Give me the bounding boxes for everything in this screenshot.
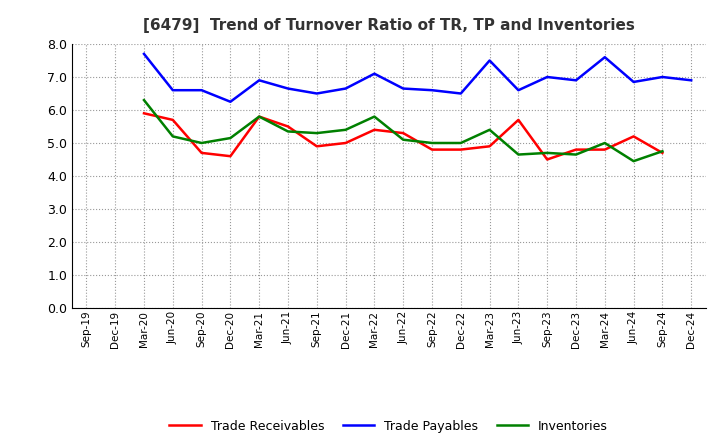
Trade Payables: [600, 55, 609, 60]
Trade Payables: [456, 91, 465, 96]
Trade Receivables: [658, 150, 667, 156]
Trade Payables: [370, 71, 379, 76]
Trade Payables: [399, 86, 408, 91]
Trade Receivables: [284, 124, 292, 129]
Trade Payables: [543, 74, 552, 80]
Trade Payables: [629, 79, 638, 84]
Inventories: [284, 129, 292, 134]
Trade Receivables: [572, 147, 580, 152]
Trade Payables: [255, 77, 264, 83]
Trade Payables: [284, 86, 292, 91]
Trade Receivables: [600, 147, 609, 152]
Trade Receivables: [140, 110, 148, 116]
Trade Receivables: [514, 117, 523, 122]
Trade Receivables: [168, 117, 177, 122]
Inventories: [600, 140, 609, 146]
Trade Receivables: [428, 147, 436, 152]
Trade Payables: [226, 99, 235, 104]
Legend: Trade Receivables, Trade Payables, Inventories: Trade Receivables, Trade Payables, Inven…: [164, 414, 613, 437]
Trade Receivables: [255, 114, 264, 119]
Inventories: [312, 130, 321, 136]
Trade Receivables: [341, 140, 350, 146]
Inventories: [543, 150, 552, 156]
Trade Payables: [514, 88, 523, 93]
Trade Payables: [658, 74, 667, 80]
Inventories: [629, 158, 638, 164]
Trade Payables: [312, 91, 321, 96]
Trade Payables: [341, 86, 350, 91]
Inventories: [399, 137, 408, 143]
Inventories: [572, 152, 580, 157]
Trade Payables: [428, 88, 436, 93]
Trade Receivables: [370, 127, 379, 132]
Trade Receivables: [197, 150, 206, 156]
Trade Payables: [485, 58, 494, 63]
Trade Receivables: [543, 157, 552, 162]
Inventories: [514, 152, 523, 157]
Trade Receivables: [312, 143, 321, 149]
Line: Inventories: Inventories: [144, 100, 662, 161]
Trade Receivables: [456, 147, 465, 152]
Inventories: [255, 114, 264, 119]
Title: [6479]  Trend of Turnover Ratio of TR, TP and Inventories: [6479] Trend of Turnover Ratio of TR, TP…: [143, 18, 635, 33]
Inventories: [485, 127, 494, 132]
Trade Payables: [572, 77, 580, 83]
Inventories: [168, 134, 177, 139]
Trade Receivables: [629, 134, 638, 139]
Inventories: [456, 140, 465, 146]
Trade Receivables: [485, 143, 494, 149]
Inventories: [197, 140, 206, 146]
Line: Trade Receivables: Trade Receivables: [144, 113, 662, 160]
Inventories: [428, 140, 436, 146]
Trade Receivables: [226, 154, 235, 159]
Inventories: [370, 114, 379, 119]
Trade Receivables: [399, 130, 408, 136]
Inventories: [658, 149, 667, 154]
Trade Payables: [168, 88, 177, 93]
Trade Payables: [687, 77, 696, 83]
Line: Trade Payables: Trade Payables: [144, 54, 691, 102]
Inventories: [140, 97, 148, 103]
Inventories: [341, 127, 350, 132]
Inventories: [226, 136, 235, 141]
Trade Payables: [197, 88, 206, 93]
Trade Payables: [140, 51, 148, 56]
